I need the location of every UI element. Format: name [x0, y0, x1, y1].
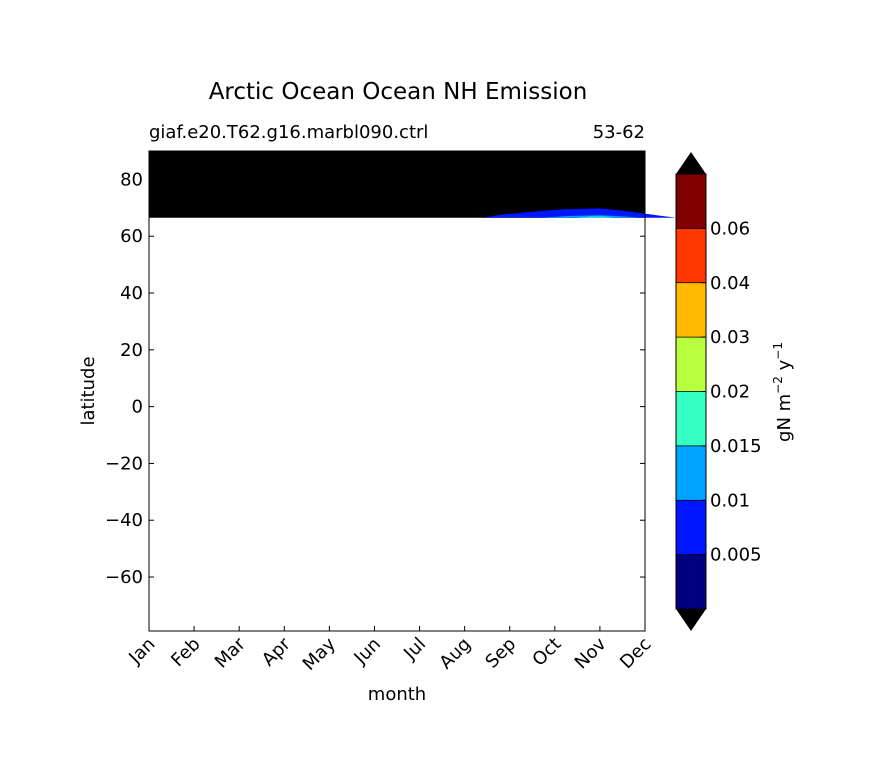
x-tick-label: Jun — [350, 634, 385, 669]
emission-contour-1 — [541, 215, 641, 218]
plot-frame — [148, 150, 646, 632]
colorbar-tick-label: 0.005 — [710, 545, 762, 566]
chart-subtitle-case: giaf.e20.T62.g16.marbl090.ctrl — [149, 122, 428, 143]
colorbar-segment-4 — [676, 337, 706, 392]
emission-contour-0 — [482, 208, 677, 218]
x-tick-label: Nov — [571, 633, 611, 673]
colorbar-label-exp1: −2 — [771, 376, 785, 394]
colorbar-tick-label: 0.015 — [710, 436, 762, 457]
y-tick-label: 60 — [120, 226, 143, 247]
colorbar-segment-2 — [676, 445, 706, 501]
x-tick-label: Jul — [399, 634, 430, 665]
colorbar-label-mid: y — [774, 359, 795, 376]
y-axis-label: latitude — [78, 356, 99, 425]
colorbar-tick-label: 0.04 — [710, 273, 750, 294]
colorbar-over-arrow — [676, 152, 706, 174]
axis-ticks — [148, 151, 646, 631]
colorbar-segment-3 — [676, 391, 706, 446]
y-tick-label: 0 — [132, 397, 143, 418]
colorbar-tick-label: 0.03 — [710, 327, 750, 348]
x-tick-label: Jan — [124, 634, 159, 669]
y-tick-label: 40 — [120, 283, 143, 304]
y-tick-label: −40 — [105, 510, 143, 531]
x-tick-label: Dec — [616, 634, 655, 673]
emission-contours — [482, 208, 677, 218]
x-axis-label: month — [368, 684, 426, 705]
colorbar-tick-label: 0.01 — [710, 490, 750, 511]
x-tick-label: Apr — [258, 633, 295, 670]
x-tick-label: Aug — [435, 634, 475, 674]
masked-land-region — [149, 151, 645, 218]
colorbar-segment-0 — [676, 554, 706, 609]
colorbar-label-exp2: −1 — [771, 342, 785, 360]
y-tick-label: 20 — [120, 340, 143, 361]
colorbar-tick-label: 0.02 — [710, 382, 750, 403]
colorbar-label-main: gN m — [774, 394, 795, 442]
emission-contour-2 — [577, 216, 614, 218]
chart-subtitle-years: 53-62 — [593, 122, 645, 143]
x-tick-label: Feb — [167, 634, 204, 671]
colorbar-segment-6 — [676, 228, 706, 283]
x-tick-label: Oct — [528, 634, 565, 671]
colorbar-segment-7 — [676, 174, 706, 229]
colorbar-segment-1 — [676, 500, 706, 555]
y-tick-label: 80 — [120, 169, 143, 190]
plot-area — [148, 150, 677, 632]
colorbar-tick-label: 0.06 — [710, 218, 750, 239]
plot-background — [149, 151, 645, 631]
y-tick-label: −60 — [105, 567, 143, 588]
x-tick-label: Mar — [211, 633, 250, 672]
chart-title: Arctic Ocean Ocean NH Emission — [209, 79, 588, 105]
x-tick-label: May — [299, 633, 340, 674]
x-tick-label: Sep — [481, 634, 520, 673]
colorbar-segment-5 — [676, 282, 706, 338]
colorbar-tick-labels: 0.005 0.01 0.015 0.02 0.03 0.04 0.06 — [701, 218, 762, 566]
x-tick-labels: Jan Feb Mar Apr May Jun Jul Aug Sep Oct Nov Dec — [124, 633, 655, 675]
y-tick-labels: 80 60 40 20 0 −20 −40 −60 — [105, 169, 143, 588]
y-tick-label: −20 — [105, 453, 143, 474]
colorbar-under-arrow — [676, 609, 706, 631]
colorbar-label: gN m−2 y−1 — [771, 342, 795, 442]
